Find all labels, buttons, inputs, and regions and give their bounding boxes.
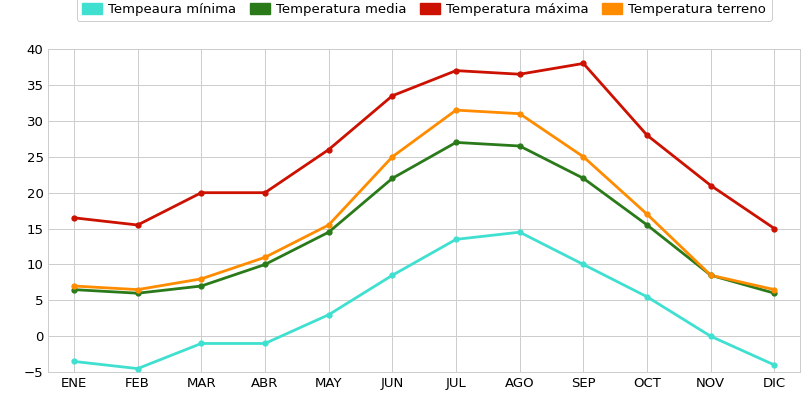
Legend: Tempeaura mínima, Temperatura media, Temperatura máxima, Temperatura terreno: Tempeaura mínima, Temperatura media, Tem… (77, 0, 772, 21)
